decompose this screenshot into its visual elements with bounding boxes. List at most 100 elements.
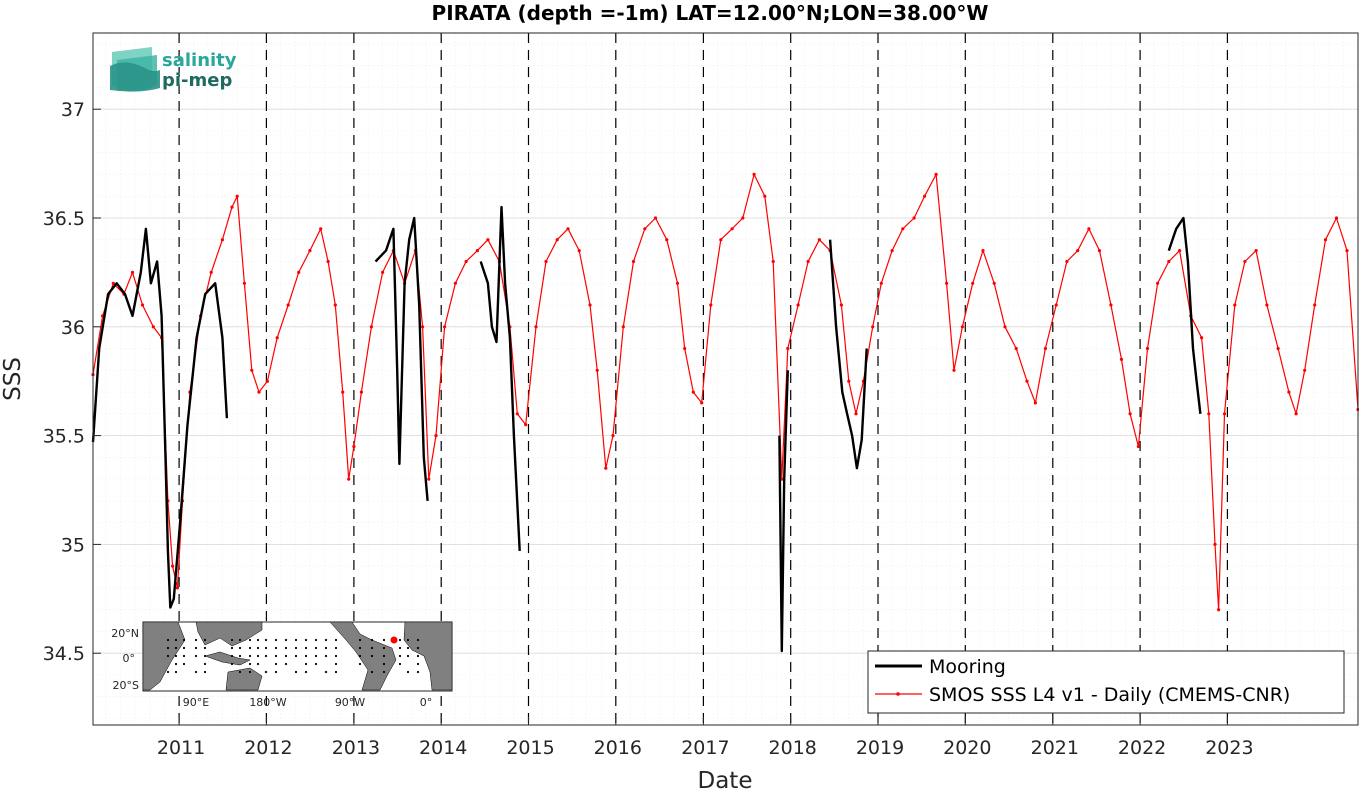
x-tick-label: 2022 — [1118, 737, 1166, 759]
map-buoy-dot — [324, 646, 328, 650]
map-buoy-dot — [416, 662, 420, 666]
smos-point — [524, 423, 528, 427]
smos-point — [151, 325, 155, 329]
smos-point — [453, 281, 457, 285]
map-buoy-dot — [398, 646, 402, 650]
map-buoy-dot — [194, 654, 198, 658]
map-buoy-dot — [304, 638, 308, 642]
map-buoy-dot — [203, 638, 207, 642]
smos-point — [1233, 303, 1237, 307]
smos-point — [275, 336, 279, 340]
smos-point — [1076, 249, 1080, 253]
map-buoy-dot — [314, 654, 318, 658]
map-buoy-dot — [174, 638, 178, 642]
smos-point — [1136, 444, 1140, 449]
smos-point — [901, 227, 905, 231]
inset-map: 20°N 0° 20°S 90°E 180°W 90°W 0° — [111, 621, 453, 709]
map-buoy-dot — [194, 646, 198, 650]
map-buoy-dot — [324, 638, 328, 642]
map-buoy-dot — [382, 646, 386, 650]
map-buoy-dot — [314, 638, 318, 642]
x-tick-label: 2011 — [157, 737, 205, 759]
map-buoy-dot — [334, 654, 338, 658]
map-lon-90e: 90°E — [183, 696, 209, 709]
smos-point — [319, 227, 323, 231]
smos-point — [171, 564, 175, 568]
map-buoy-dot — [370, 670, 374, 674]
map-buoy-dot — [294, 670, 298, 674]
x-tick-label: 2013 — [332, 737, 380, 759]
smos-point — [242, 281, 246, 285]
smos-point — [326, 259, 330, 264]
smos-point — [700, 401, 704, 405]
smos-point — [839, 303, 844, 307]
x-tick-label: 2019 — [856, 737, 904, 759]
logo-line1: salinity — [162, 50, 237, 71]
legend-mooring-label: Mooring — [929, 656, 1006, 678]
map-buoy-dot — [274, 670, 278, 674]
map-buoy-dot — [294, 638, 298, 642]
x-tick-label: 2020 — [943, 737, 991, 759]
map-buoy-dot — [370, 646, 374, 650]
x-tick-label: 2015 — [506, 737, 554, 759]
x-axis-ticks: 2011 2012 2013 2014 2015 2016 2017 2018 2019 2020… — [157, 717, 1254, 759]
map-buoy-dot — [256, 638, 260, 642]
map-buoy-dot — [382, 638, 386, 642]
map-buoy-dot — [382, 654, 386, 658]
map-buoy-dot — [264, 670, 268, 674]
smos-point — [683, 346, 687, 351]
map-buoy-dot — [264, 638, 268, 642]
smos-point — [359, 390, 363, 394]
x-axis-label: Date — [698, 768, 753, 790]
map-australia — [225, 667, 263, 691]
map-buoy-dot — [230, 654, 234, 658]
map-buoy-dot — [174, 670, 178, 674]
map-buoy-dot — [166, 638, 170, 642]
map-buoy-dot — [324, 670, 328, 674]
smos-point — [427, 477, 431, 481]
smos-point — [1200, 336, 1204, 340]
smos-point — [1243, 259, 1247, 264]
map-buoy-dot — [416, 638, 420, 642]
smos-point — [566, 227, 570, 231]
x-tick-label: 2017 — [681, 737, 729, 759]
map-buoy-dot — [334, 670, 338, 674]
map-buoy-dot — [256, 654, 260, 658]
y-tick-label: 35 — [61, 534, 85, 556]
map-buoy-dot — [248, 638, 252, 642]
map-buoy-dot — [264, 654, 268, 658]
map-buoy-dot — [274, 654, 278, 658]
map-buoy-dot — [406, 670, 410, 674]
map-buoy-dot — [248, 662, 252, 666]
map-buoy-dot — [203, 662, 207, 666]
smos-point — [643, 227, 647, 231]
map-buoy-dots — [166, 638, 420, 674]
smos-point — [1345, 249, 1349, 253]
smos-point — [923, 194, 927, 198]
map-americas — [329, 621, 397, 691]
map-buoy-dot — [294, 646, 298, 650]
x-tick-label: 2016 — [594, 737, 642, 759]
smos-point — [806, 259, 810, 264]
map-buoy-dot — [416, 654, 420, 658]
map-buoy-dot — [182, 646, 186, 650]
series-layer — [91, 172, 1359, 653]
smos-point — [847, 379, 851, 383]
smos-point — [308, 249, 312, 253]
smos-point — [719, 238, 723, 242]
y-tick-label: 36 — [61, 317, 85, 339]
smos-point — [1025, 379, 1029, 383]
smos-point — [879, 281, 883, 285]
map-buoy-dot — [358, 662, 362, 666]
map-buoy-dot — [324, 654, 328, 658]
smos-point — [621, 325, 625, 329]
smos-point — [534, 325, 538, 329]
map-buoy-dot — [264, 646, 268, 650]
smos-point — [443, 325, 447, 329]
smos-point — [333, 303, 337, 307]
map-buoy-dot — [358, 638, 362, 642]
map-buoy-dot — [256, 646, 260, 650]
map-buoy-dot — [284, 638, 288, 642]
smos-point — [771, 259, 775, 264]
